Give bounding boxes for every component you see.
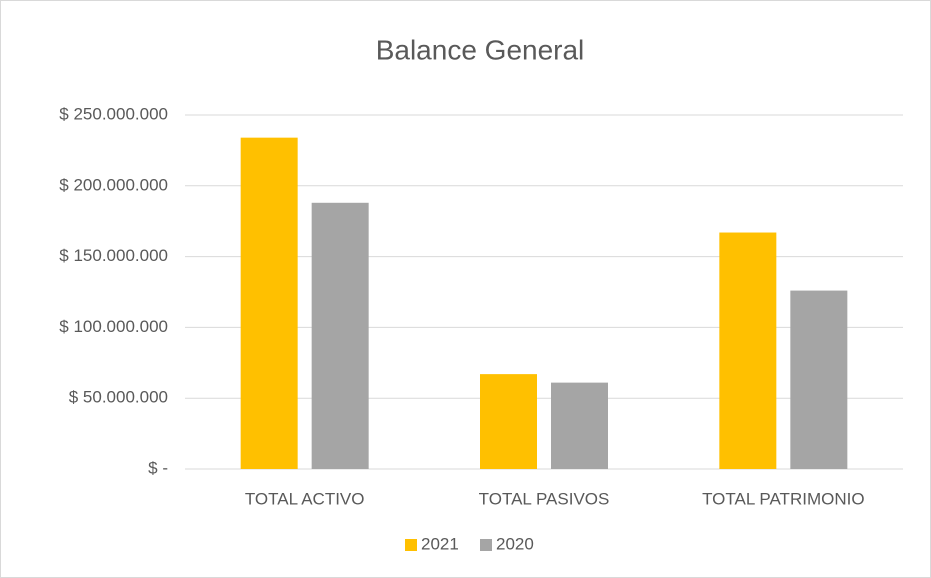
bar (240, 137, 298, 469)
bar (551, 382, 608, 469)
legend-label: 2020 (496, 534, 534, 553)
x-tick-label: TOTAL PATRIMONIO (702, 489, 864, 508)
bar (480, 374, 537, 469)
y-tick-label: $ 150.000.000 (59, 246, 168, 265)
legend-swatch (480, 539, 492, 551)
bar (790, 290, 848, 469)
y-tick-label: $ 50.000.000 (69, 388, 168, 407)
x-tick-label: TOTAL ACTIVO (245, 489, 365, 508)
y-tick-label: $ 250.000.000 (59, 104, 168, 123)
bar (311, 202, 369, 470)
legend-swatch (405, 539, 417, 551)
x-tick-label: TOTAL PASIVOS (479, 489, 610, 508)
legend-label: 2021 (421, 534, 459, 553)
chart-title: Balance General (376, 34, 585, 65)
y-tick-label: $ - (148, 458, 168, 477)
bar (719, 232, 777, 469)
y-tick-label: $ 100.000.000 (59, 317, 168, 336)
y-tick-label: $ 200.000.000 (59, 175, 168, 194)
